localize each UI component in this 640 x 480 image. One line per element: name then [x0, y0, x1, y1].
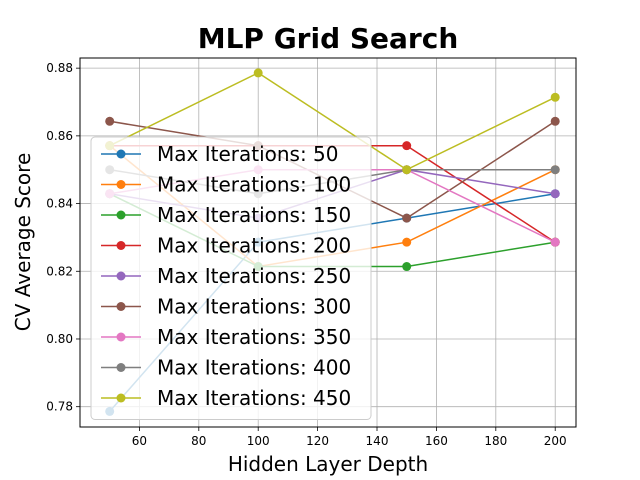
- data-point: [550, 237, 560, 247]
- legend-label: Max Iterations: 100: [157, 173, 351, 197]
- y-axis: 0.78 0.80 0.82 0.84 0.86 0.88: [46, 61, 80, 414]
- x-tick-label: 100: [247, 434, 270, 448]
- data-point: [550, 165, 560, 175]
- y-tick-label: 0.84: [46, 197, 73, 211]
- legend-entry: Max Iterations: 350: [101, 325, 351, 349]
- chart-title: MLP Grid Search: [198, 22, 459, 55]
- data-point: [402, 213, 412, 223]
- legend-entry: Max Iterations: 250: [101, 264, 351, 288]
- legend-label: Max Iterations: 350: [157, 325, 351, 349]
- y-axis-label: CV Average Score: [11, 153, 35, 332]
- legend-label: Max Iterations: 400: [157, 356, 351, 380]
- x-tick-label: 180: [484, 434, 507, 448]
- legend-label: Max Iterations: 250: [157, 264, 351, 288]
- x-tick-label: 140: [366, 434, 389, 448]
- y-tick-label: 0.86: [46, 129, 73, 143]
- data-point: [402, 237, 412, 247]
- legend-entry: Max Iterations: 200: [101, 234, 351, 258]
- plot-frame: [79, 57, 577, 428]
- data-point: [105, 116, 115, 126]
- x-axis-label: Hidden Layer Depth: [228, 452, 428, 476]
- data-point: [253, 68, 263, 78]
- legend-marker: [116, 363, 126, 372]
- data-point: [550, 189, 560, 199]
- legend-marker: [116, 393, 126, 403]
- legend-entry: Max Iterations: 300: [101, 295, 351, 319]
- legend: Max Iterations: 50 Max Iterations: 100 Max…: [90, 136, 372, 420]
- legend-label: Max Iterations: 300: [157, 295, 351, 319]
- data-point: [402, 262, 412, 272]
- legend-label: Max Iterations: 450: [157, 386, 351, 410]
- legend-label: Max Iterations: 50: [157, 142, 339, 166]
- legend-marker: [116, 241, 126, 250]
- legend-marker: [116, 271, 126, 281]
- legend-marker: [116, 149, 126, 159]
- x-tick-label: 200: [544, 434, 567, 448]
- series-line: [109, 72, 556, 171]
- legend-marker: [116, 180, 126, 189]
- legend-label: Max Iterations: 150: [157, 203, 351, 227]
- y-tick-label: 0.78: [46, 400, 73, 414]
- y-tick-label: 0.88: [46, 61, 73, 75]
- x-tick-label: 60: [132, 434, 147, 448]
- legend-marker: [116, 302, 126, 311]
- y-tick-label: 0.80: [46, 332, 73, 346]
- legend-entry: Max Iterations: 100: [101, 173, 351, 197]
- data-point: [550, 92, 560, 102]
- legend-entry: Max Iterations: 400: [101, 356, 351, 380]
- legend-marker: [116, 332, 126, 342]
- legend-marker: [116, 210, 126, 220]
- x-tick-label: 80: [191, 434, 206, 448]
- data-point: [550, 116, 560, 126]
- legend-box: [90, 136, 372, 420]
- y-tick-label: 0.82: [46, 264, 73, 278]
- x-tick-label: 160: [425, 434, 448, 448]
- legend-entry: Max Iterations: 50: [101, 142, 339, 166]
- legend-label: Max Iterations: 200: [157, 234, 351, 258]
- x-axis: 60 80 100 120 140 160 180 200: [132, 427, 567, 448]
- legend-entry: Max Iterations: 450: [101, 386, 351, 410]
- data-point: [402, 165, 412, 175]
- data-point: [402, 141, 412, 151]
- legend-entry: Max Iterations: 150: [101, 203, 351, 227]
- x-tick-label: 120: [306, 434, 329, 448]
